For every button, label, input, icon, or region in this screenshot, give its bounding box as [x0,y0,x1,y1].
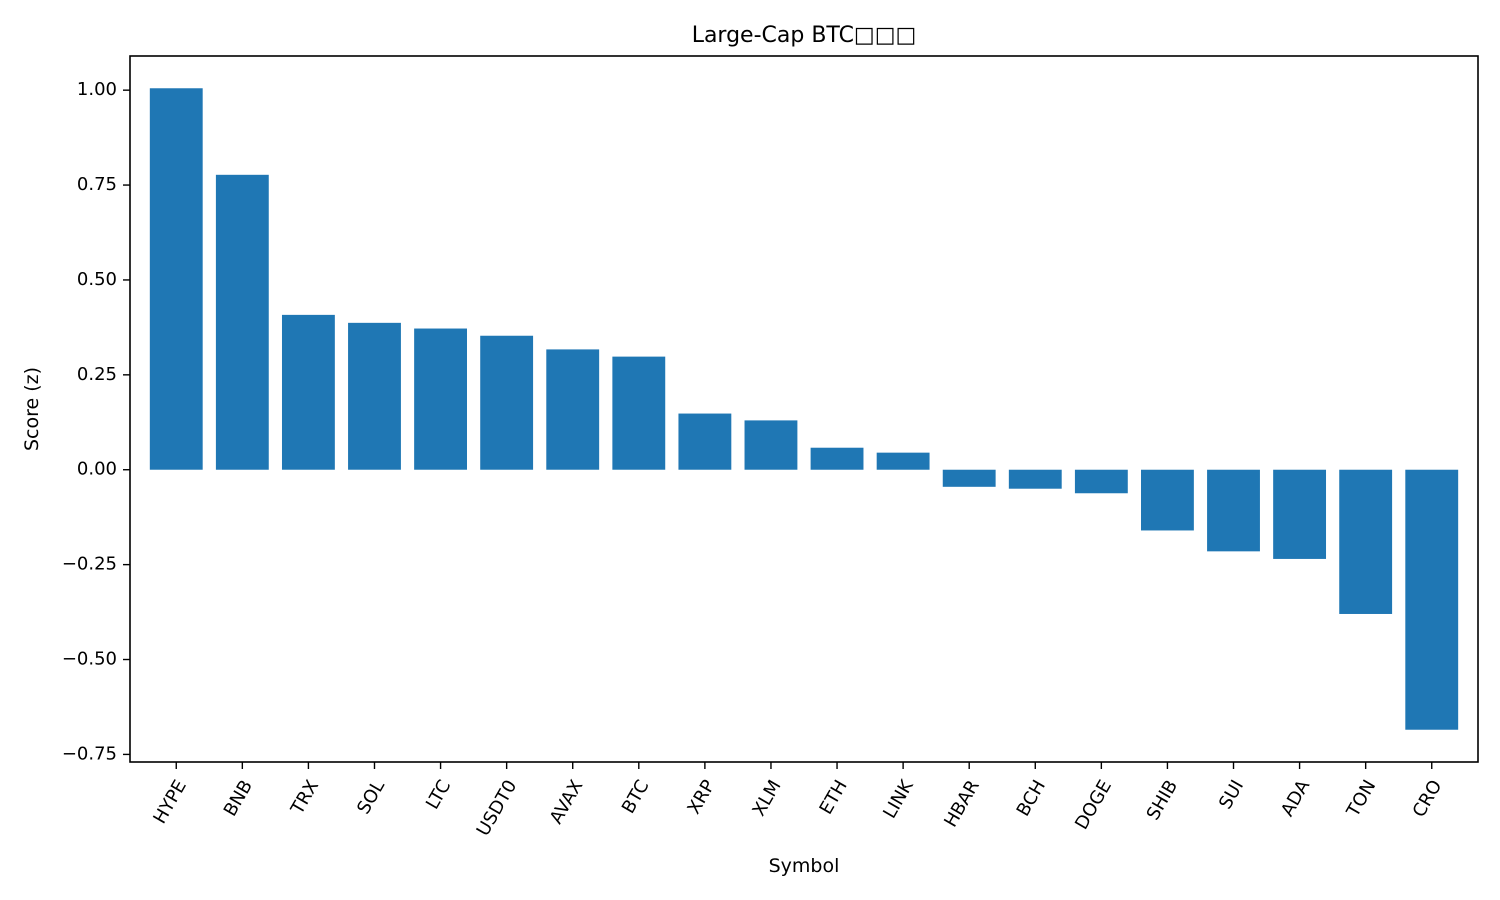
x-tick-label: ADA [1277,776,1315,820]
x-axis-label: Symbol [769,855,840,877]
x-tick-label: USDT0 [473,777,522,840]
y-tick-label: −0.75 [62,743,117,764]
bar-link [877,453,930,470]
x-tick-label: LTC [422,777,455,814]
bar-doge [1075,470,1128,494]
bar-shib [1141,470,1194,531]
bar-usdt0 [480,336,533,470]
x-axis: HYPE BNB TRX SOL LTC USDT0 AVAX BTC XRP XLM ETH LIN… [149,762,1446,840]
bar-bch [1009,470,1062,489]
y-tick-label: −0.25 [62,554,117,575]
y-tick-label: −0.50 [62,649,117,670]
bar-ltc [414,329,467,470]
bar-sol [348,323,401,470]
bar-eth [811,448,864,470]
bar-hbar [943,470,996,487]
x-tick-label: LINK [879,775,918,822]
bars-group [150,88,1458,729]
y-tick-label: 0.00 [77,459,117,480]
bar-cro [1405,470,1458,730]
x-tick-label: HYPE [149,777,191,828]
bar-xrp [678,414,731,470]
x-tick-label: XLM [748,777,785,820]
x-tick-label: BTC [618,777,654,818]
x-tick-label: AVAX [546,777,588,828]
x-tick-label: TRX [286,777,323,819]
y-tick-label: 1.00 [77,79,117,100]
x-tick-label: SOL [353,777,389,818]
x-tick-label: DOGE [1071,777,1116,834]
x-tick-label: ETH [816,777,852,819]
x-tick-label: TON [1342,777,1380,822]
y-tick-label: 0.25 [77,364,117,385]
x-tick-label: XRP [684,776,720,818]
x-tick-label: SHIB [1143,777,1182,824]
y-tick-label: 0.50 [77,269,117,290]
bar-ton [1339,470,1392,614]
x-tick-label: HBAR [940,776,984,830]
y-tick-label: 0.75 [77,174,117,195]
bar-sui [1207,470,1260,552]
x-tick-label: BNB [220,777,257,821]
bar-hype [150,88,203,469]
bar-ada [1273,470,1326,559]
bar-trx [282,315,335,470]
y-axis-label: Score (z) [21,367,43,451]
x-tick-label: CRO [1409,777,1447,821]
bar-xlm [745,420,798,469]
chart-title: Large-Cap BTC□□□ [692,23,917,48]
bar-btc [612,357,665,470]
y-axis: 1.00 0.75 0.50 0.25 0.00 −0.25 −0.50 −0.75 [62,79,130,764]
bar-avax [546,349,599,469]
bar-bnb [216,175,269,470]
x-tick-label: BCH [1013,777,1050,821]
x-tick-label: SUI [1215,777,1248,813]
